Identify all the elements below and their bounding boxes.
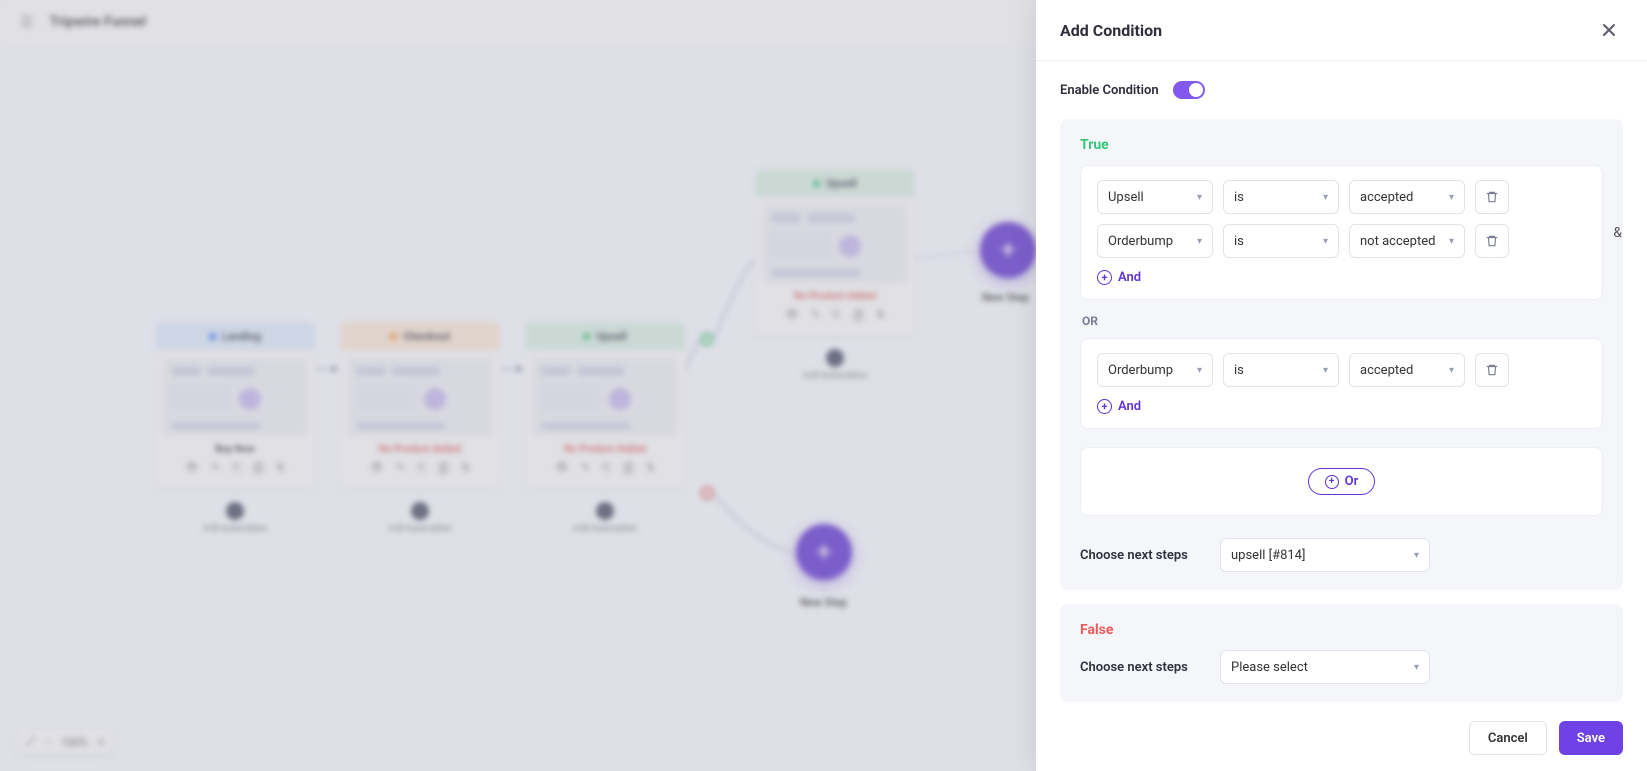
enable-condition-label: Enable Condition [1060,83,1159,98]
condition-field-select[interactable]: Upsell▾ [1097,180,1213,214]
true-block: True Upsell▾ is▾ accepted▾ Orderbump▾ is… [1060,119,1623,590]
condition-value-select[interactable]: accepted▾ [1349,353,1465,387]
add-and-button[interactable]: +And [1097,270,1141,285]
delete-row-button[interactable] [1475,180,1509,214]
cancel-button[interactable]: Cancel [1469,721,1547,755]
condition-group: Upsell▾ is▾ accepted▾ Orderbump▾ is▾ not… [1080,165,1603,300]
add-or-container: +Or [1080,447,1603,516]
condition-row: Orderbump▾ is▾ not accepted▾ [1097,224,1586,258]
add-condition-panel: Add Condition Enable Condition True Upse… [1036,0,1647,771]
condition-value-select[interactable]: not accepted▾ [1349,224,1465,258]
condition-operator-select[interactable]: is▾ [1223,180,1339,214]
false-label: False [1080,622,1603,638]
add-and-button[interactable]: +And [1097,399,1141,414]
add-or-button[interactable]: +Or [1308,468,1376,495]
condition-field-select[interactable]: Orderbump▾ [1097,224,1213,258]
choose-next-label: Choose next steps [1080,548,1200,563]
true-label: True [1080,137,1603,153]
delete-row-button[interactable] [1475,353,1509,387]
true-next-step-select[interactable]: upsell [#814]▾ [1220,538,1430,572]
enable-condition-toggle[interactable] [1173,81,1205,99]
and-joiner: & [1613,225,1622,241]
save-button[interactable]: Save [1559,721,1623,755]
condition-row: Orderbump▾ is▾ accepted▾ [1097,353,1586,387]
condition-group: Orderbump▾ is▾ accepted▾ +And [1080,338,1603,429]
condition-row: Upsell▾ is▾ accepted▾ [1097,180,1586,214]
delete-row-button[interactable] [1475,224,1509,258]
false-next-step-select[interactable]: Please select▾ [1220,650,1430,684]
condition-field-select[interactable]: Orderbump▾ [1097,353,1213,387]
choose-next-label: Choose next steps [1080,660,1200,675]
condition-value-select[interactable]: accepted▾ [1349,180,1465,214]
false-block: False Choose next steps Please select▾ [1060,604,1623,702]
or-separator: OR [1082,314,1603,328]
panel-title: Add Condition [1060,21,1162,40]
close-icon[interactable] [1595,16,1623,44]
condition-operator-select[interactable]: is▾ [1223,224,1339,258]
condition-operator-select[interactable]: is▾ [1223,353,1339,387]
